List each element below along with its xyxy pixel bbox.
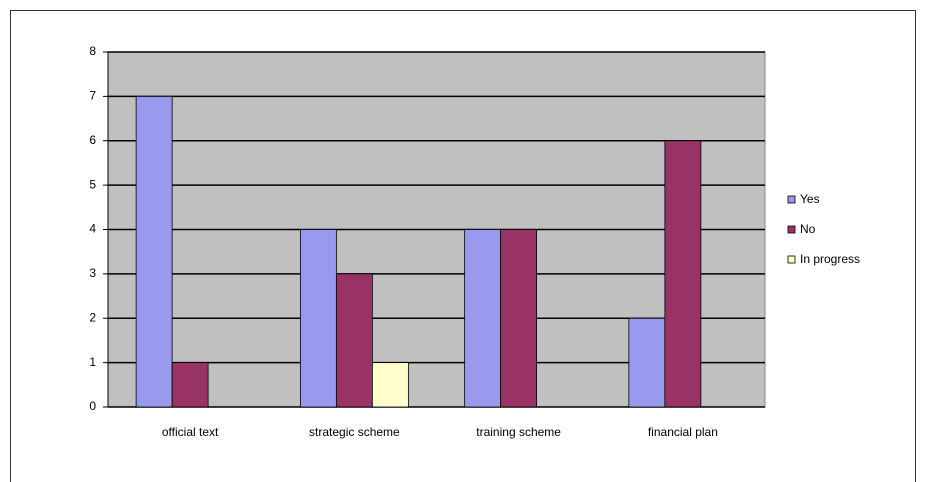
bar xyxy=(335,273,373,408)
frame xyxy=(10,10,916,482)
legend-label: Yes xyxy=(800,192,820,206)
y-tick-label: 0 xyxy=(89,399,96,413)
bar xyxy=(628,317,666,408)
y-tick-label: 7 xyxy=(89,89,96,103)
bar xyxy=(500,229,538,408)
legend-label: In progress xyxy=(800,252,860,266)
y-tick-label: 3 xyxy=(89,266,96,280)
legend-swatch xyxy=(787,195,796,204)
bar xyxy=(135,95,173,408)
x-tick-label: official text xyxy=(162,425,219,439)
y-tick-label: 8 xyxy=(89,44,96,58)
y-tick-label: 5 xyxy=(89,177,96,191)
bar xyxy=(371,362,409,408)
x-tick-label: strategic scheme xyxy=(309,425,400,439)
bar xyxy=(171,362,209,408)
x-tick-label: training scheme xyxy=(476,425,561,439)
bar xyxy=(664,140,702,408)
bar xyxy=(299,229,337,408)
legend-swatch xyxy=(787,225,796,234)
legend-swatch xyxy=(787,255,796,264)
x-tick-label: financial plan xyxy=(648,425,718,439)
bar xyxy=(464,229,502,408)
y-tick-label: 2 xyxy=(89,310,96,324)
y-tick-label: 4 xyxy=(89,222,96,236)
y-tick-label: 6 xyxy=(89,133,96,147)
legend-label: No xyxy=(800,222,816,236)
y-tick-label: 1 xyxy=(89,355,96,369)
